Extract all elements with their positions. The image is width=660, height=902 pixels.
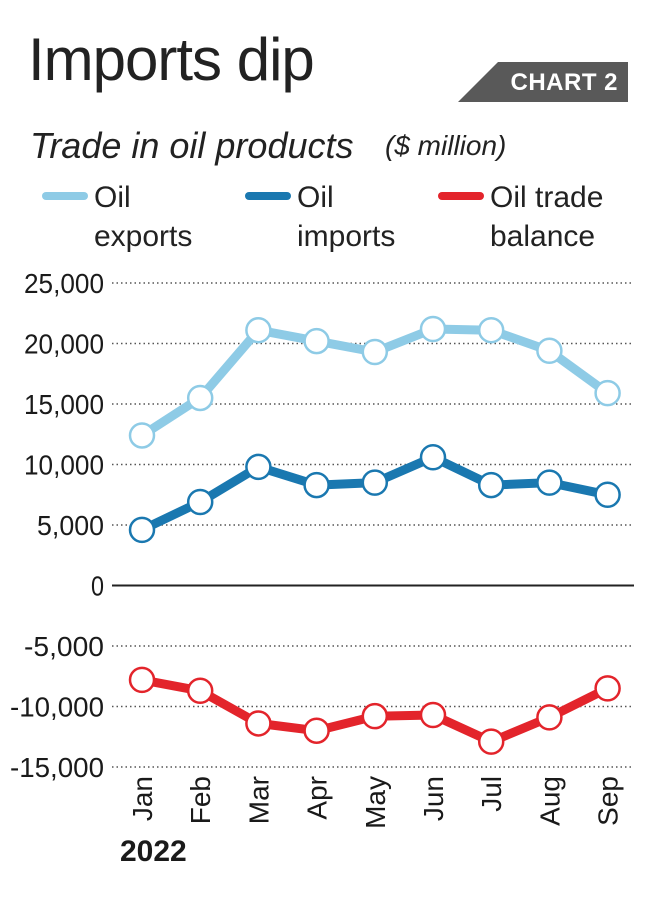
x-tick-label: Mar — [243, 776, 274, 824]
data-point — [536, 704, 563, 731]
legend-swatch — [438, 192, 484, 200]
data-point — [361, 469, 389, 496]
data-point — [594, 379, 621, 407]
data-point — [245, 710, 272, 737]
y-tick-label: 0 — [91, 571, 104, 602]
legend-label-line: exports — [94, 220, 193, 253]
x-tick-label: Feb — [185, 776, 216, 824]
data-point — [128, 516, 156, 544]
data-point — [245, 453, 272, 481]
year-label: 2022 — [120, 835, 187, 868]
y-tick-label: -15,000 — [10, 752, 104, 783]
data-point — [361, 702, 389, 730]
x-tick-label: Jan — [127, 776, 158, 821]
legend-label-line: Oil — [94, 181, 131, 214]
legend-label-line: imports — [297, 220, 396, 253]
data-point — [536, 337, 563, 365]
legend-label-line: Oil — [297, 181, 334, 214]
data-point — [186, 677, 214, 705]
data-point — [128, 422, 156, 449]
legend-label-line: Oil trade — [490, 181, 604, 214]
legend-label: Oil exports — [94, 178, 264, 256]
data-point — [186, 384, 214, 412]
unit-label: ($ million) — [385, 130, 507, 161]
y-tick-label: -10,000 — [10, 692, 104, 723]
data-point — [303, 471, 330, 499]
legend-label: Oil imports — [297, 178, 467, 256]
legend-swatch — [245, 192, 291, 200]
x-tick-label: Jun — [418, 776, 449, 821]
data-point — [594, 675, 621, 702]
data-point — [419, 315, 447, 343]
data-point — [303, 327, 330, 355]
data-point — [594, 481, 621, 508]
data-point — [128, 666, 156, 694]
legend-swatch — [42, 192, 88, 200]
legend-label: Oil trade balance — [490, 178, 660, 256]
legend-label-line: balance — [490, 220, 596, 253]
y-tick-label: 20,000 — [24, 329, 104, 360]
x-tick-label: May — [360, 776, 391, 829]
data-point — [245, 316, 272, 344]
y-tick-label: 15,000 — [24, 389, 104, 420]
data-point — [361, 338, 389, 366]
x-tick-label: Apr — [302, 776, 333, 820]
badge-label: CHART 2 — [510, 69, 618, 96]
y-tick-label: 5,000 — [37, 510, 104, 541]
data-point — [419, 701, 447, 729]
y-tick-label: 25,000 — [24, 268, 104, 299]
chart-subtitle: Trade in oil products — [30, 125, 354, 166]
data-point — [186, 488, 214, 516]
data-point — [477, 316, 505, 344]
data-point — [477, 471, 505, 499]
x-tick-label: Aug — [534, 776, 565, 826]
data-point — [536, 469, 563, 496]
x-tick-label: Sep — [593, 776, 624, 826]
data-point — [477, 728, 505, 755]
y-tick-label: -5,000 — [24, 631, 104, 662]
data-point — [303, 717, 330, 744]
y-tick-label: 10,000 — [24, 450, 104, 481]
chart-title: Imports dip — [28, 26, 315, 93]
x-tick-label: Jul — [476, 776, 507, 812]
data-point — [419, 443, 447, 471]
